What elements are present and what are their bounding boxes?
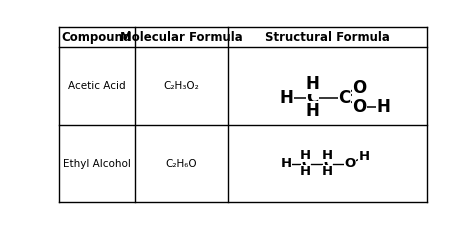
Text: H: H <box>280 157 292 170</box>
Text: H: H <box>300 149 311 162</box>
Text: O: O <box>353 79 367 97</box>
Text: Ethyl Alcohol: Ethyl Alcohol <box>63 159 131 169</box>
Text: C₂H₆O: C₂H₆O <box>165 159 197 169</box>
Text: O: O <box>353 98 367 116</box>
Text: Structural Formula: Structural Formula <box>265 31 390 44</box>
Text: H: H <box>376 98 390 116</box>
Text: O: O <box>344 157 356 170</box>
Text: H: H <box>306 75 319 93</box>
Text: H: H <box>300 165 311 178</box>
Text: C: C <box>301 157 310 170</box>
Text: C₂H₃O₂: C₂H₃O₂ <box>164 81 199 91</box>
Text: Molecular Formula: Molecular Formula <box>120 31 243 44</box>
Text: H: H <box>322 149 333 162</box>
Text: H: H <box>280 89 293 106</box>
Text: H: H <box>306 102 319 120</box>
Text: Acetic Acid: Acetic Acid <box>68 81 126 91</box>
Text: Compound: Compound <box>62 31 132 44</box>
Text: H: H <box>359 150 370 163</box>
Text: C: C <box>338 89 351 106</box>
Text: C: C <box>307 89 319 106</box>
Text: H: H <box>322 165 333 178</box>
Text: C: C <box>323 157 333 170</box>
